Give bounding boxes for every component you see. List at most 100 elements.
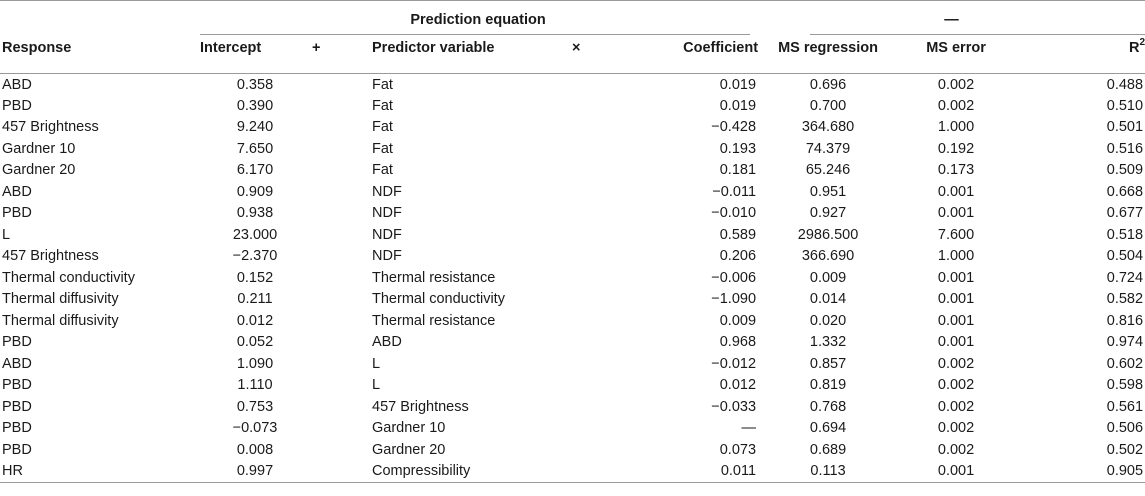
table-row: L 23.000 NDF 0.589 2986.500 7.600 0.518 <box>0 224 1145 246</box>
table-row: 457 Brightness 9.240 Fat −0.428 364.680 1.000… <box>0 117 1145 139</box>
cell-ms-error: 0.001 <box>937 291 975 308</box>
cell-coefficient: −0.033 <box>711 398 757 415</box>
cell-r-squared: 0.668 <box>1106 183 1144 200</box>
cell-ms-error: 0.002 <box>937 441 975 458</box>
cell-times-spacer <box>570 181 620 203</box>
header-plus: + <box>310 39 370 74</box>
cell-r-squared: 0.506 <box>1106 420 1144 437</box>
header-times: × <box>570 39 620 74</box>
cell-plus-spacer <box>310 74 370 96</box>
cell-predictor-variable: Gardner 20 <box>372 441 446 458</box>
cell-intercept: 23.000 <box>232 226 278 243</box>
cell-ms-regression: 2986.500 <box>797 226 859 243</box>
cell-ms-regression: 0.857 <box>809 355 847 372</box>
cell-coefficient: 0.019 <box>719 76 757 93</box>
cell-ms-regression: 1.332 <box>809 334 847 351</box>
cell-times-spacer <box>570 267 620 289</box>
cell-plus-spacer <box>310 418 370 440</box>
header-group-row: Prediction equation — <box>0 0 1145 40</box>
cell-r-squared: 0.510 <box>1106 97 1144 114</box>
cell-times-spacer <box>570 439 620 461</box>
header-group-prediction-equation: Prediction equation <box>198 0 759 40</box>
cell-intercept: 0.211 <box>237 291 273 308</box>
cell-intercept: 0.152 <box>236 269 274 286</box>
cell-predictor-variable: Thermal conductivity <box>372 291 505 308</box>
cell-coefficient: −0.428 <box>711 119 757 136</box>
cell-ms-regression: 0.700 <box>809 97 847 114</box>
cell-coefficient: −1.090 <box>711 291 757 308</box>
cell-intercept: 0.012 <box>236 312 274 329</box>
cell-plus-spacer <box>310 310 370 332</box>
cell-plus-spacer <box>310 246 370 268</box>
cell-intercept: 0.390 <box>236 97 274 114</box>
cell-ms-regression: 0.014 <box>809 291 847 308</box>
table-row: Gardner 10 7.650 Fat 0.193 74.379 0.192 0.516 <box>0 138 1145 160</box>
cell-r-squared: 0.561 <box>1106 398 1144 415</box>
table-body: ABD 0.358 Fat 0.019 0.696 0.002 0.488 PBD 0.390 F… <box>0 74 1145 483</box>
cell-plus-spacer <box>310 396 370 418</box>
cell-intercept: 6.170 <box>236 162 274 179</box>
header-r-squared-sup: 2 <box>1139 36 1145 48</box>
cell-ms-error: 0.002 <box>937 377 975 394</box>
cell-ms-error: 0.002 <box>937 355 975 372</box>
cell-response: Gardner 10 <box>2 140 76 157</box>
header-predictor-variable: Predictor variable <box>370 39 570 74</box>
cell-predictor-variable: Thermal resistance <box>372 269 496 286</box>
cell-times-spacer <box>570 289 620 311</box>
cell-response: Thermal diffusivity <box>2 291 119 308</box>
cell-ms-regression: 0.689 <box>809 441 847 458</box>
header-column-row: Response Intercept + Predictor variable … <box>0 36 1145 74</box>
cell-times-spacer <box>570 138 620 160</box>
cell-times-spacer <box>570 332 620 354</box>
cell-coefficient: −0.012 <box>711 355 757 372</box>
cell-ms-regression: 0.696 <box>809 76 847 93</box>
cell-r-squared: 0.516 <box>1106 140 1144 157</box>
cell-plus-spacer <box>310 181 370 203</box>
cell-predictor-variable: L <box>372 355 381 372</box>
cell-response: 457 Brightness <box>2 248 99 265</box>
cell-coefficient: 0.009 <box>719 312 757 329</box>
group-underline-dash <box>810 34 1145 35</box>
cell-times-spacer <box>570 74 620 96</box>
cell-intercept: 1.090 <box>236 355 274 372</box>
regression-table: Prediction equation — Response Intercept… <box>0 0 1145 483</box>
cell-plus-spacer <box>310 117 370 139</box>
cell-ms-regression: 0.694 <box>809 420 847 437</box>
cell-ms-regression: 366.690 <box>801 248 855 265</box>
table-row: PBD 0.938 NDF −0.010 0.927 0.001 0.677 <box>0 203 1145 225</box>
cell-predictor-variable: Fat <box>372 140 393 157</box>
cell-response: PBD <box>2 377 32 394</box>
cell-plus-spacer <box>310 95 370 117</box>
cell-ms-error: 7.600 <box>937 226 975 243</box>
cell-times-spacer <box>570 375 620 397</box>
cell-coefficient: 0.206 <box>719 248 757 265</box>
cell-ms-error: 0.173 <box>937 162 975 179</box>
group-underline-prediction-equation <box>200 34 750 35</box>
cell-r-squared: 0.488 <box>1106 76 1144 93</box>
cell-coefficient: — <box>741 420 757 437</box>
cell-ms-error: 0.001 <box>937 334 975 351</box>
cell-plus-spacer <box>310 289 370 311</box>
cell-intercept: −0.073 <box>232 420 278 437</box>
cell-ms-error: 0.002 <box>937 420 975 437</box>
cell-ms-error: 0.001 <box>937 183 975 200</box>
cell-ms-regression: 0.927 <box>809 205 847 222</box>
cell-coefficient: 0.193 <box>719 140 757 157</box>
cell-intercept: 9.240 <box>236 119 274 136</box>
cell-ms-regression: 74.379 <box>805 140 851 157</box>
table-row: PBD 0.052 ABD 0.968 1.332 0.001 0.974 <box>0 332 1145 354</box>
cell-r-squared: 0.582 <box>1106 291 1144 308</box>
cell-r-squared: 0.905 <box>1014 460 1145 483</box>
table-row: PBD −0.073 Gardner 10 — 0.694 0.002 0.506 <box>0 418 1145 440</box>
cell-ms-error: 1.000 <box>937 248 975 265</box>
cell-r-squared: 0.602 <box>1106 355 1144 372</box>
cell-ms-regression: 0.951 <box>809 183 847 200</box>
cell-response: ABD <box>2 355 32 372</box>
table-row: Thermal diffusivity 0.211 Thermal conducti… <box>0 289 1145 311</box>
cell-response: ABD <box>2 183 32 200</box>
cell-times-spacer <box>570 224 620 246</box>
cell-response: PBD <box>2 205 32 222</box>
cell-predictor-variable: Thermal resistance <box>372 312 496 329</box>
cell-coefficient: 0.073 <box>719 441 757 458</box>
